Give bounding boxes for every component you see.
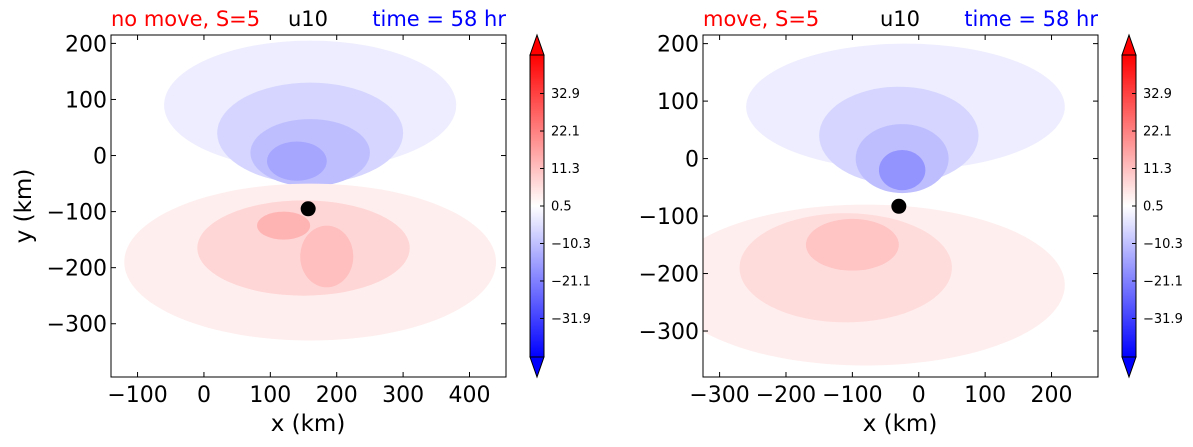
colorbar-tick-label: −31.9 [1143, 312, 1183, 327]
contour-field [703, 35, 1098, 377]
colorbar-tick-label: −21.1 [551, 274, 591, 289]
colorbar-tick-label: 22.1 [551, 125, 580, 140]
y-tick-label: −100 [639, 205, 699, 230]
colorbar-tick-label: −31.9 [551, 312, 591, 327]
x-tick-label: 200 [316, 383, 358, 408]
y-tick-label: −200 [47, 257, 107, 282]
x-tick-label: 0 [912, 383, 926, 408]
y-tick-label: 200 [65, 32, 107, 57]
x-tick-label: 300 [382, 383, 424, 408]
positive-contour-region [257, 211, 311, 240]
colorbar-tick-label: 11.3 [551, 162, 580, 177]
x-tick-label: −100 [822, 383, 882, 408]
y-tick-label: 100 [657, 90, 699, 115]
colorbar-extend-min [1121, 356, 1137, 379]
x-tick-label: 400 [448, 383, 490, 408]
x-tick-label: −100 [107, 383, 167, 408]
colorbar-tick-label: 0.5 [551, 200, 572, 215]
panel-no-move: no move, S=5 u10 time = 58 hr −100 0 100 20… [11, 7, 591, 437]
panel-move: move, S=5 u10 time = 58 hr −300 −200 −100 0… [639, 7, 1183, 437]
positive-contour-region [300, 225, 354, 288]
colorbar-tick-label: 0.5 [1143, 200, 1164, 215]
x-axis-label: x (km) [863, 411, 938, 437]
x-tick-label: 100 [964, 383, 1006, 408]
negative-contour-region [878, 149, 926, 191]
y-tick-label: 100 [65, 88, 107, 113]
panel-right-title: time = 58 hr [964, 7, 1098, 31]
x-axis-label: x (km) [271, 411, 346, 437]
colorbar-extend-min [529, 356, 545, 379]
panel-left-title: no move, S=5 [111, 7, 260, 31]
colorbar: 32.9 22.1 11.3 0.5 −10.3 −21.1 −31.9 [1121, 33, 1183, 379]
plot-frame [110, 34, 507, 378]
x-tick-label: 0 [197, 383, 211, 408]
panel-center-title: u10 [880, 7, 920, 31]
x-tick-label: −300 [689, 383, 749, 408]
x-tick-label: −200 [756, 383, 816, 408]
y-tick-label: −300 [639, 320, 699, 345]
storm-center-marker [300, 201, 316, 217]
colorbar-tick-label: 11.3 [1143, 162, 1172, 177]
plot-frame [702, 34, 1099, 378]
colorbar-tick-label: −10.3 [1143, 237, 1183, 252]
y-tick-label: −100 [47, 201, 107, 226]
panel-center-title: u10 [288, 7, 328, 31]
colorbar: 32.9 22.1 11.3 0.5 −10.3 −21.1 −31.9 [529, 33, 591, 379]
x-tick-label: 100 [249, 383, 291, 408]
colorbar-extend-max [1121, 33, 1137, 56]
y-tick-label: 0 [93, 145, 107, 170]
colorbar-extend-max [529, 33, 545, 56]
contour-field [111, 35, 506, 377]
negative-contour-region [267, 141, 327, 181]
positive-contour-region [805, 218, 899, 271]
y-tick-label: −300 [47, 313, 107, 338]
storm-center-marker [891, 198, 907, 214]
colorbar-tick-label: 32.9 [551, 87, 580, 102]
y-tick-label: 200 [657, 33, 699, 58]
panel-left-title: move, S=5 [703, 7, 819, 31]
panel-right-title: time = 58 hr [372, 7, 506, 31]
y-tick-label: −200 [639, 263, 699, 288]
y-tick-label: 0 [685, 148, 699, 173]
colorbar-tick-label: −10.3 [551, 237, 591, 252]
colorbar-tick-label: −21.1 [1143, 274, 1183, 289]
x-tick-label: 200 [1031, 383, 1073, 408]
y-axis-label: y (km) [11, 169, 37, 244]
colorbar-tick-label: 22.1 [1143, 125, 1172, 140]
colorbar-tick-label: 32.9 [1143, 87, 1172, 102]
